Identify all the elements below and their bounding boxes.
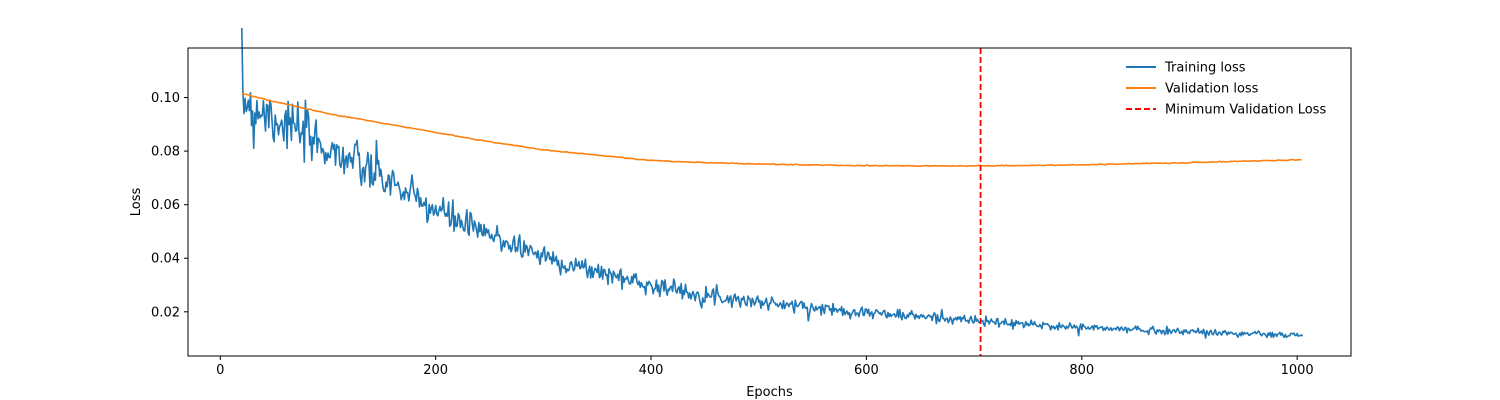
- y-tick-label: 0.10: [151, 91, 180, 106]
- x-tick-label: 400: [639, 363, 664, 378]
- validation-loss-line: [241, 93, 1302, 168]
- x-tick-label: 1000: [1281, 363, 1314, 378]
- x-axis: 0 200 400 600 800 1000: [216, 356, 1314, 378]
- x-tick-label: 0: [216, 363, 224, 378]
- x-tick-label: 800: [1069, 363, 1094, 378]
- plot-frame: [187, 47, 1352, 357]
- legend-label-validation-loss: Validation loss: [1165, 82, 1259, 97]
- x-axis-label: Epochs: [746, 385, 793, 400]
- x-tick-label: 600: [854, 363, 879, 378]
- plot-lines: [241, 27, 1304, 356]
- y-tick-label: 0.02: [151, 305, 180, 320]
- x-tick-label: 200: [423, 363, 448, 378]
- legend-label-training-loss: Training loss: [1164, 61, 1246, 76]
- legend-label-minimum-validation-loss: Minimum Validation Loss: [1165, 103, 1326, 118]
- training-loss-line: [241, 27, 1304, 339]
- y-tick-label: 0.04: [151, 252, 180, 267]
- y-tick-label: 0.06: [151, 198, 180, 213]
- y-axis-label: Loss: [129, 188, 144, 217]
- y-tick-label: 0.08: [151, 145, 180, 160]
- legend: Training loss Validation loss Minimum Va…: [1126, 61, 1326, 118]
- y-axis: 0.02 0.04 0.06 0.08 0.10: [151, 91, 188, 320]
